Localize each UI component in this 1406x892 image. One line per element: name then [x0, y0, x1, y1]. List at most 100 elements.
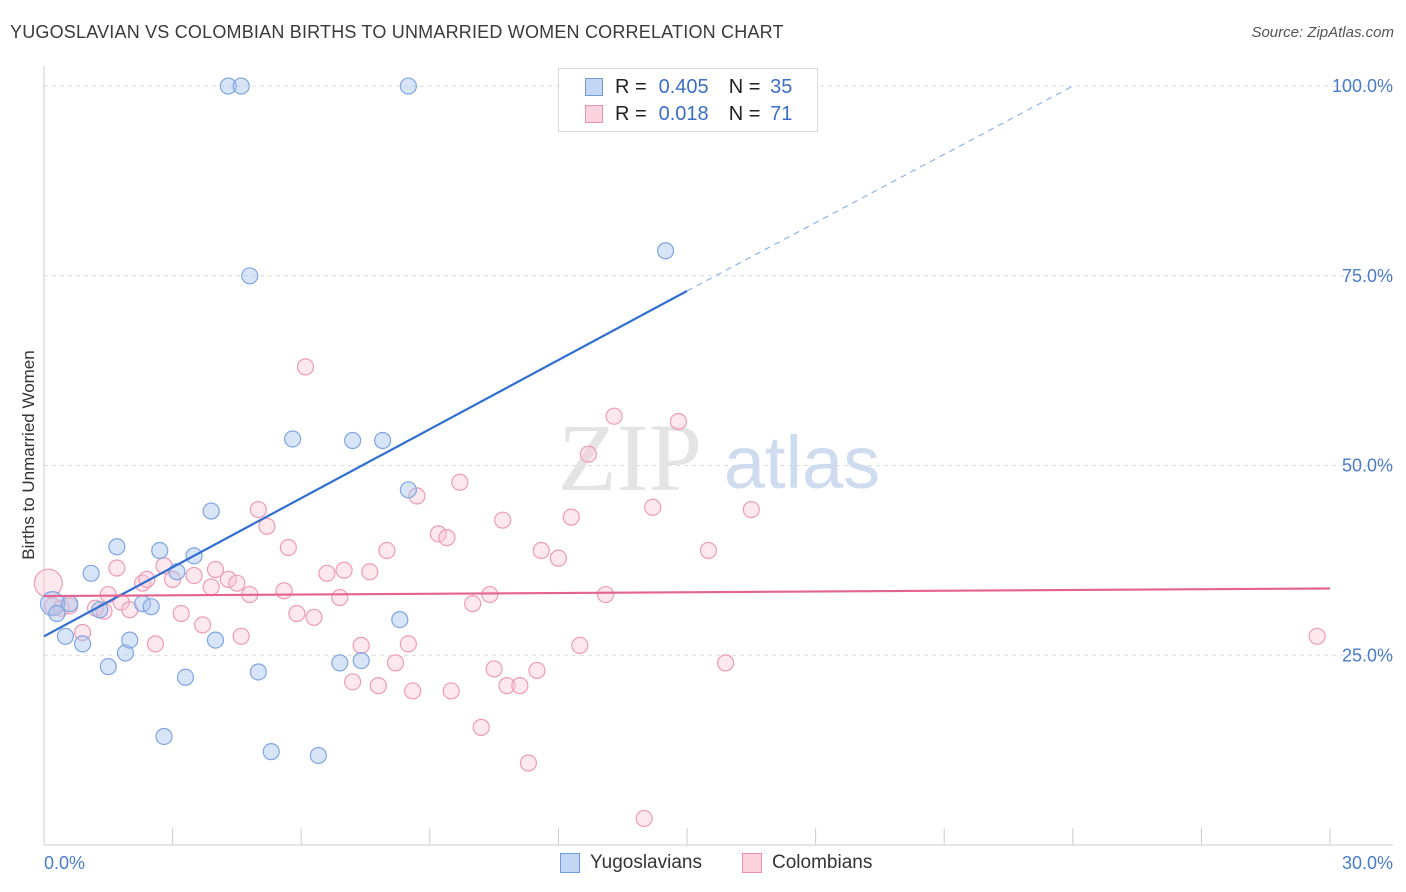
legend-swatch-colombians [742, 853, 762, 873]
y-tick-label: 50.0% [1342, 456, 1393, 476]
yugoslavian-point[interactable] [39, 591, 66, 617]
colombian-point[interactable] [716, 654, 735, 672]
colombian-point[interactable] [202, 578, 220, 596]
colombian-point[interactable] [399, 635, 417, 653]
colombian-point[interactable] [511, 677, 529, 695]
colombian-point[interactable] [699, 541, 718, 560]
yugoslavian-point[interactable] [151, 541, 169, 560]
yugoslavian-point[interactable] [309, 746, 327, 765]
colombian-point[interactable] [442, 682, 460, 700]
yugoslavian-point[interactable] [656, 242, 675, 260]
watermark-atlas: atlas [724, 421, 880, 504]
colombian-point[interactable] [296, 358, 315, 376]
colombian-point[interactable] [172, 604, 190, 623]
colombian-point[interactable] [464, 595, 482, 613]
yugoslavian-point[interactable] [73, 635, 92, 653]
colombian-point[interactable] [228, 574, 246, 592]
colombian-point[interactable] [571, 636, 589, 655]
colombian-point[interactable] [519, 754, 537, 772]
colombian-point[interactable] [352, 636, 370, 655]
yugoslavian-point[interactable] [391, 610, 409, 629]
colombian-point[interactable] [146, 635, 165, 653]
colombian-point[interactable] [344, 673, 362, 691]
watermark-zip: ZIP [558, 404, 702, 511]
colombian-point[interactable] [408, 487, 426, 505]
yugoslavian-point[interactable] [108, 538, 126, 556]
colombian-point[interactable] [335, 561, 353, 579]
legend-label-colombians: Colombians [772, 852, 873, 873]
colombian-point[interactable] [485, 660, 503, 678]
colombian-point[interactable] [318, 564, 336, 582]
colombian-point[interactable] [498, 677, 516, 695]
yugoslavian-point[interactable] [168, 563, 186, 581]
yugoslavian-point[interactable] [48, 604, 66, 623]
colombian-point[interactable] [185, 566, 203, 585]
colombian-point[interactable] [219, 570, 237, 588]
tick-labels: 25.0% 50.0% 75.0% 100.0% [1332, 76, 1393, 665]
yugoslavian-point[interactable] [202, 502, 220, 520]
colombian-point[interactable] [206, 560, 225, 579]
colombian-point[interactable] [258, 517, 276, 535]
yugoslavian-point[interactable] [399, 481, 417, 499]
yugoslavian-point[interactable] [206, 631, 225, 649]
colombian-point[interactable] [742, 500, 760, 519]
colombian-point[interactable] [438, 529, 456, 547]
legend-item-yugoslavians[interactable]: Yugoslavians [560, 852, 702, 874]
colombian-point[interactable] [404, 682, 422, 700]
colombian-point[interactable] [579, 445, 598, 463]
colombian-point[interactable] [562, 508, 580, 526]
colombian-point[interactable] [644, 498, 662, 516]
colombian-point[interactable] [378, 541, 396, 560]
colombian-point[interactable] [472, 718, 490, 736]
legend-row-colombians: R = 0.018 N = 71 [585, 101, 792, 127]
colombian-point[interactable] [605, 407, 623, 425]
yugoslavian-point[interactable] [142, 598, 160, 616]
yugoslavian-point[interactable] [399, 77, 417, 95]
yugoslavian-point[interactable] [56, 627, 75, 645]
colombian-point[interactable] [275, 582, 293, 600]
yugoslavian-point[interactable] [219, 77, 237, 95]
colombian-point[interactable] [305, 608, 323, 626]
colombian-point[interactable] [532, 541, 550, 560]
colombian-point[interactable] [549, 549, 568, 567]
yugoslavian-point[interactable] [284, 430, 302, 448]
yugoslavian-point[interactable] [82, 564, 100, 582]
colombian-point[interactable] [361, 563, 379, 581]
yugoslavian-point[interactable] [241, 267, 259, 285]
legend-label-yugoslavians: Yugoslavians [590, 852, 702, 873]
colombian-point[interactable] [232, 627, 250, 645]
yugoslavian-point[interactable] [121, 631, 139, 649]
yugoslavian-point[interactable] [116, 644, 135, 662]
yugoslavian-point[interactable] [176, 668, 195, 686]
colombian-point[interactable] [369, 677, 387, 695]
yugoslavian-point[interactable] [61, 595, 79, 613]
y-axis-label: Births to Unmarried Women [19, 350, 38, 559]
colombian-point[interactable] [33, 568, 63, 598]
legend-n-value: 35 [770, 75, 793, 98]
colombian-point[interactable] [288, 604, 306, 623]
yugoslavian-point[interactable] [344, 431, 362, 450]
yugoslavian-point[interactable] [232, 77, 250, 95]
colombian-point[interactable] [1308, 627, 1326, 645]
colombian-point[interactable] [635, 809, 653, 828]
colombian-point[interactable] [528, 661, 546, 680]
colombian-point[interactable] [279, 538, 297, 557]
colombian-point[interactable] [451, 473, 469, 491]
colombian-point[interactable] [494, 511, 512, 529]
colombian-point[interactable] [596, 585, 615, 604]
colombian-point[interactable] [429, 525, 447, 543]
legend-item-colombians[interactable]: Colombians [742, 852, 872, 874]
yugoslavian-point[interactable] [352, 651, 370, 670]
colombian-point[interactable] [669, 412, 688, 431]
colombian-point[interactable] [386, 654, 405, 672]
yugoslavian-point[interactable] [99, 658, 117, 676]
yugoslavian-point[interactable] [331, 654, 349, 672]
yugoslavian-point[interactable] [249, 663, 267, 681]
colombian-point[interactable] [194, 616, 212, 634]
yugoslavian-point[interactable] [155, 727, 173, 746]
yugoslavian-point[interactable] [262, 743, 280, 761]
yugoslavian-point[interactable] [374, 431, 392, 450]
colombian-point[interactable] [108, 559, 126, 577]
colombian-point[interactable] [331, 588, 349, 607]
colombian-point[interactable] [249, 500, 267, 519]
